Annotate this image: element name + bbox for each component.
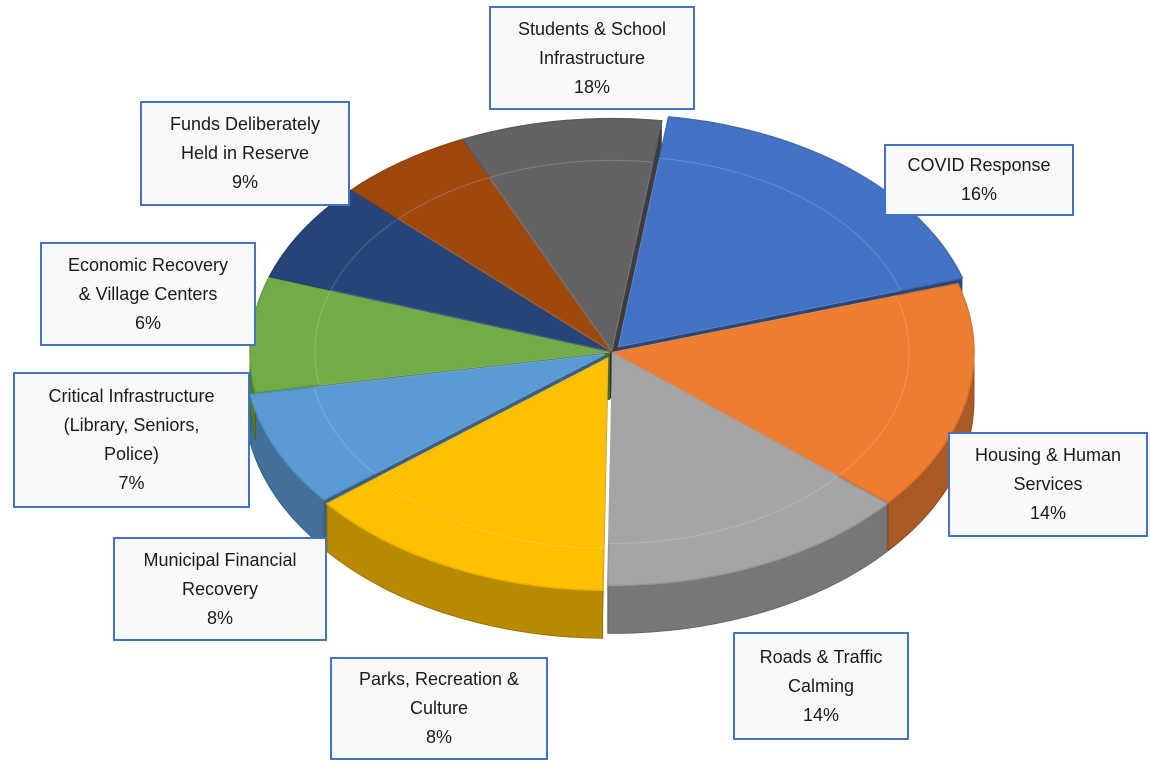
slice-7 [350, 138, 612, 352]
data-label-8: Funds Deliberately Held in Reserve 9% [140, 101, 350, 206]
data-label-percent: 18% [573, 76, 611, 97]
slice-1 [611, 282, 975, 504]
slice-bevel-2 [608, 352, 839, 544]
data-label-percent: 7% [118, 473, 145, 493]
data-label-percent: 8% [425, 727, 452, 747]
data-label-percent: 8% [206, 607, 233, 628]
data-label-text: Parks, Recreation & [358, 669, 520, 689]
data-label-percent: 14% [802, 704, 840, 725]
data-label-text: Culture [409, 698, 469, 718]
data-label-text: Students & School [517, 18, 667, 39]
data-label-text: Economic Recovery [67, 254, 229, 275]
slice-bevel-4 [313, 353, 605, 475]
slice-bevel-0 [617, 157, 902, 348]
data-label-text: Housing & Human [974, 445, 1122, 465]
data-label-percent: 14% [1029, 503, 1067, 523]
data-label-text: Held in Reserve [180, 143, 310, 163]
slice-8 [461, 117, 663, 353]
slice-0 [617, 116, 964, 348]
data-label-percent: 9% [231, 172, 258, 192]
slice-bevel-7 [397, 177, 612, 352]
data-label-text: & Village Centers [78, 283, 218, 304]
data-label-text: Calming [787, 675, 855, 696]
data-label-6: Critical Infrastructure (Library, Seniors… [13, 372, 250, 508]
data-label-text: Services [1013, 474, 1083, 494]
data-label-text: Infrastructure [538, 47, 646, 68]
data-label-percent: 16% [960, 184, 998, 204]
data-label-text: Municipal Financial [143, 549, 297, 570]
data-label-0: Students & School Infrastructure 18% [489, 6, 695, 110]
data-label-1: COVID Response 16% [884, 144, 1074, 216]
data-label-3: Roads & Traffic Calming 14% [733, 632, 909, 740]
data-label-text: Recovery [181, 578, 259, 599]
data-label-7: Economic Recovery & Village Centers 6% [40, 242, 256, 346]
slice-bevel-5 [314, 290, 611, 386]
slice-2 [607, 352, 889, 587]
data-label-2: Housing & Human Services 14% [948, 432, 1148, 537]
slice-4 [249, 353, 606, 501]
data-label-text: COVID Response [907, 155, 1051, 175]
data-label-percent: 6% [134, 312, 161, 333]
pie-tops [249, 116, 975, 592]
data-label-text: Roads & Traffic [759, 646, 883, 667]
slice-bevel-8 [488, 159, 654, 352]
data-label-4: Parks, Recreation & Culture 8% [330, 657, 548, 760]
slice-bevel-1 [612, 295, 910, 477]
data-label-text: Funds Deliberately [169, 114, 321, 134]
slice-3 [325, 357, 609, 592]
slice-bevel-6 [330, 218, 611, 352]
data-label-text: Police) [103, 444, 160, 464]
slice-bevel-3 [376, 357, 609, 550]
data-label-text: Critical Infrastructure [48, 386, 215, 406]
data-label-text: (Library, Seniors, [63, 415, 200, 435]
data-label-5: Municipal Financial Recovery 8% [113, 537, 327, 641]
